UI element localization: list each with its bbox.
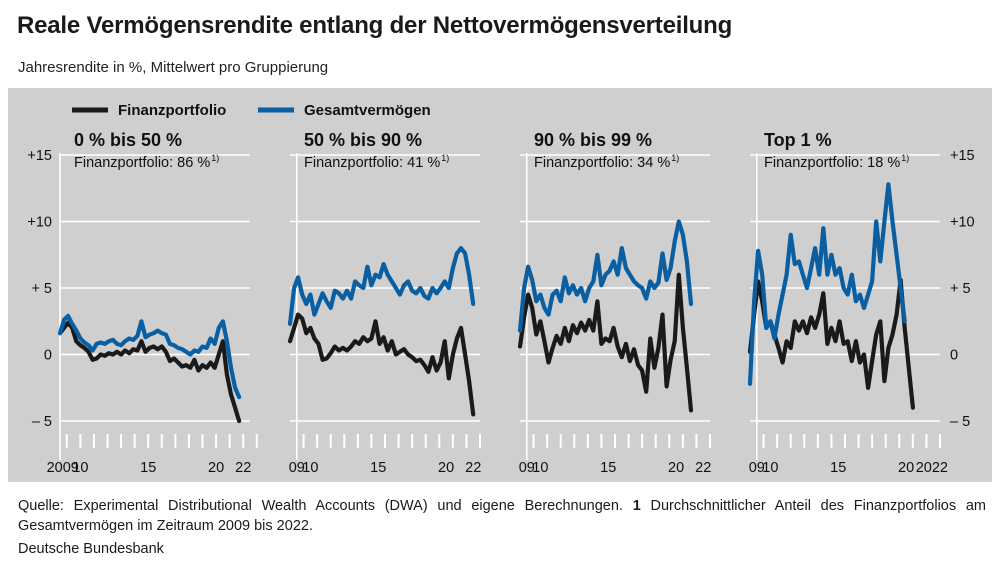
panel-subtitle: Finanzportfolio: 86 %1) [74, 153, 219, 171]
x-tick-label: 09 [289, 460, 305, 476]
series-line-finanzportfolio [517, 272, 694, 413]
x-tick-label: 15 [600, 460, 616, 476]
x-tick-label: 20 [208, 460, 224, 476]
y-tick-label-right: +15 [950, 148, 975, 164]
x-tick-label: 15 [140, 460, 156, 476]
series-line-finanzportfolio [57, 320, 242, 424]
footer-note-text: Durchschnittlicher Anteil des Finanzport… [18, 498, 986, 534]
footnote-mark: 1) [901, 153, 909, 163]
footer-note: Quelle: Experimental Distributional Weal… [18, 496, 986, 536]
x-tick-label: 10 [762, 460, 778, 476]
x-tick-label: 10 [532, 460, 548, 476]
y-tick-label-right: +10 [950, 215, 975, 231]
x-tick-label: 22 [695, 460, 711, 476]
chart-subtitle: Jahresrendite in %, Mittelwert pro Grupp… [18, 59, 329, 76]
footer-publisher: Deutsche Bundesbank [18, 541, 164, 557]
panel-title: 0 % bis 50 % [74, 130, 182, 150]
x-tick-label: 10 [72, 460, 88, 476]
x-tick-label: 10 [302, 460, 318, 476]
x-tick-label: 20 [438, 460, 454, 476]
chart-title: Reale Vermögensrendite entlang der Netto… [17, 12, 733, 39]
panel-subtitle: Finanzportfolio: 34 %1) [534, 153, 679, 171]
footnote-mark: 1) [671, 153, 679, 163]
series-line-finanzportfolio [747, 277, 915, 410]
y-tick-label-left: +10 [27, 215, 52, 231]
x-tick-label: 09 [519, 460, 535, 476]
y-tick-label-left: – 5 [32, 414, 52, 430]
legend-label-finanzportfolio: Finanzportfolio [118, 102, 226, 119]
x-tick-label: 15 [370, 460, 386, 476]
footnote-mark: 1) [441, 153, 449, 163]
y-tick-label-right: 0 [950, 348, 958, 364]
series-layer [57, 182, 915, 424]
y-tick-label-left: +15 [27, 148, 52, 164]
x-tick-label: 22 [465, 460, 481, 476]
series-line-finanzportfolio [287, 312, 476, 417]
panel-title: Top 1 % [764, 130, 832, 150]
legend-label-gesamtvermoegen: Gesamtvermögen [304, 102, 431, 119]
x-tick-label: 20 [898, 460, 914, 476]
grid-layer [59, 153, 941, 460]
panel-subtitle: Finanzportfolio: 18 %1) [764, 153, 909, 171]
x-tick-label: 09 [749, 460, 765, 476]
y-tick-label-right: – 5 [950, 414, 970, 430]
panel-title: 90 % bis 99 % [534, 130, 652, 150]
series-line-gesamtvermoegen [517, 219, 694, 333]
panel-subtitle: Finanzportfolio: 41 %1) [304, 153, 449, 171]
series-line-gesamtvermoegen [747, 182, 907, 386]
x-tick-label: 22 [235, 460, 251, 476]
y-tick-label-left: 0 [44, 348, 52, 364]
footer-source: Quelle: Experimental Distributional Weal… [18, 498, 623, 514]
y-tick-label-right: + 5 [950, 281, 971, 297]
footer-note-number: 1 [632, 498, 641, 514]
x-tick-label: 2022 [916, 460, 948, 476]
footnote-mark: 1) [211, 153, 219, 163]
x-tick-label: 2009 [47, 460, 79, 476]
y-tick-label-left: + 5 [31, 281, 52, 297]
x-tick-label: 20 [668, 460, 684, 476]
x-tick-label: 15 [830, 460, 846, 476]
legend: Finanzportfolio Gesamtvermögen [72, 102, 431, 119]
plot-background [8, 88, 992, 482]
series-line-gesamtvermoegen [57, 313, 242, 400]
panel-title: 50 % bis 90 % [304, 130, 422, 150]
series-line-gesamtvermoegen [287, 246, 476, 326]
